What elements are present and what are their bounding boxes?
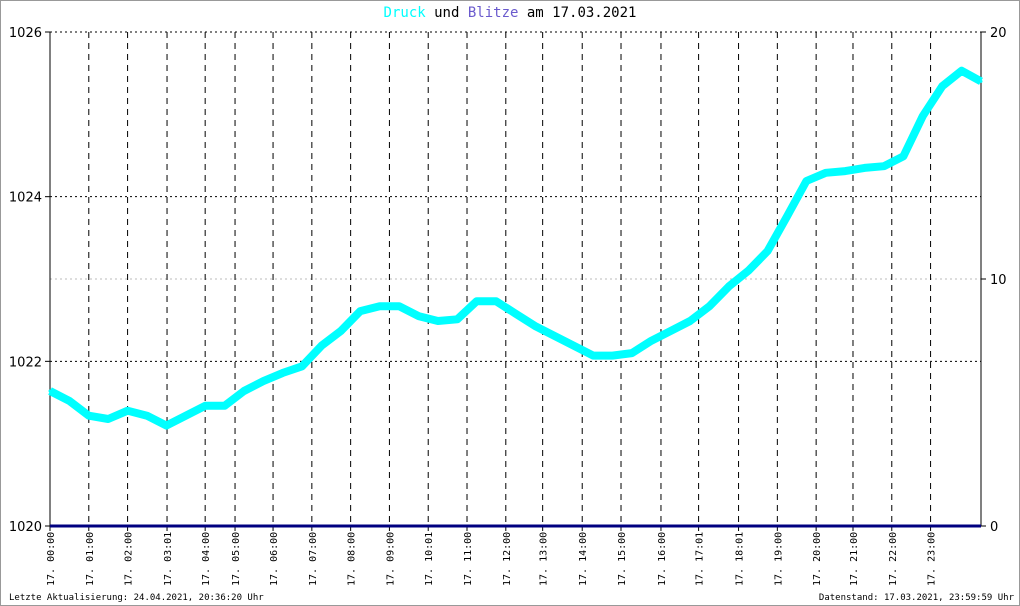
pressure-point (397, 304, 401, 308)
x-tick-label: 17. 03:01 (163, 532, 174, 586)
pressure-point (979, 79, 983, 83)
pressure-point (145, 414, 149, 418)
x-tick-label: 17. 15:00 (617, 532, 628, 586)
y-left-tick-label: 1026 (9, 26, 42, 41)
pressure-point (610, 354, 614, 358)
title-und: und (425, 5, 468, 21)
pressure-point (184, 414, 188, 418)
pressure-point (455, 317, 459, 321)
x-tick-label: 17. 08:00 (347, 532, 358, 586)
x-tick-label: 17. 00:00 (46, 532, 57, 586)
chart-title: Druck und Blitze am 17.03.2021 (1, 5, 1019, 21)
x-tick-label: 17. 10:01 (424, 532, 435, 586)
pressure-point (436, 319, 440, 323)
pressure-point (494, 299, 498, 303)
x-tick-label: 17. 05:00 (231, 532, 242, 586)
pressure-point (48, 389, 52, 393)
pressure-point (261, 379, 265, 383)
x-tick-label: 17. 16:00 (657, 532, 668, 586)
pressure-point (514, 312, 517, 316)
x-tick-label: 17. 11:00 (463, 532, 474, 586)
x-tick-label: 17. 06:00 (269, 532, 280, 586)
pressure-point (688, 319, 692, 323)
pressure-point (106, 417, 110, 421)
pressure-point (533, 324, 537, 328)
pressure-point (203, 404, 207, 408)
x-tick-label: 17. 09:00 (385, 532, 396, 586)
footer-data-status: Datenstand: 17.03.2021, 23:59:59 Uhr (818, 593, 1014, 603)
x-tick-label: 17. 04:00 (201, 532, 212, 586)
pressure-point (339, 329, 343, 333)
x-tick-label: 17. 22:00 (888, 532, 899, 586)
pressure-point (320, 344, 324, 348)
pressure-line (48, 66, 983, 430)
pressure-point (766, 249, 770, 253)
pressure-point (281, 371, 285, 375)
pressure-point (746, 269, 750, 273)
x-tick-label: 17. 12:00 (502, 532, 513, 586)
footer-last-update: Letzte Aktualisierung: 24.04.2021, 20:36… (9, 593, 264, 603)
x-tick-label: 17. 23:00 (927, 532, 938, 586)
pressure-point (863, 166, 867, 170)
x-tick-label: 17. 17:01 (695, 532, 706, 586)
y-left-tick-label: 1024 (9, 191, 42, 206)
pressure-point (940, 84, 944, 88)
pressure-point (843, 169, 847, 173)
pressure-point (630, 351, 634, 355)
x-tick-label: 17. 21:00 (849, 532, 860, 586)
x-tick-label: 17. 07:00 (308, 532, 319, 586)
title-blitze: Blitze (467, 5, 519, 21)
title-date: am 17.03.2021 (518, 5, 637, 21)
title-druck: Druck (383, 5, 426, 21)
y-right-tick-label: 10 (990, 273, 1007, 288)
pressure-point (727, 284, 731, 288)
pressure-point (824, 171, 828, 175)
y-left-tick-label: 1022 (9, 355, 42, 370)
x-tick-label: 17. 13:00 (539, 532, 550, 586)
pressure-point (921, 114, 925, 118)
pressure-point (901, 154, 905, 158)
x-tick-label: 17. 02:00 (124, 532, 135, 586)
pressure-point (804, 179, 808, 183)
pressure-point (785, 214, 789, 218)
pressure-point (87, 414, 91, 418)
pressure-point (378, 304, 382, 308)
y-right-tick-label: 20 (990, 26, 1007, 41)
pressure-point (417, 314, 421, 318)
x-tick-label: 17. 01:00 (85, 532, 96, 586)
y-right-tick-label: 0 (990, 520, 998, 535)
pressure-point (223, 404, 227, 408)
pressure-point (67, 399, 71, 403)
pressure-point (164, 424, 168, 428)
x-tick-label: 17. 18:01 (735, 532, 746, 586)
pressure-point (552, 334, 556, 338)
x-tick-label: 17. 19:00 (773, 532, 784, 586)
pressure-point (242, 389, 246, 393)
pressure-point (591, 354, 595, 358)
pressure-point (707, 304, 711, 308)
pressure-point (475, 299, 479, 303)
x-tick-label: 17. 20:00 (812, 532, 823, 586)
pressure-point (572, 344, 576, 348)
pressure-point (126, 409, 130, 413)
pressure-point (960, 69, 964, 73)
pressure-point (882, 164, 886, 168)
x-tick-label: 17. 14:00 (578, 532, 589, 586)
pressure-point (300, 364, 304, 368)
y-left-tick-label: 1020 (9, 520, 42, 535)
pressure-point (649, 339, 653, 343)
pressure-point (669, 329, 673, 333)
pressure-point (358, 309, 362, 313)
